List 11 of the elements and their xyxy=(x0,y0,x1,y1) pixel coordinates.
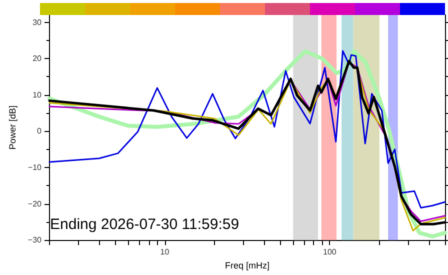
y-tick-label: 30 xyxy=(32,18,42,27)
x-axis-title: Freq [mHz] xyxy=(224,260,270,270)
annotation: Ending 2026-07-30 11:59:59 xyxy=(50,216,240,233)
y-tick-label: −30 xyxy=(28,236,42,245)
y-tick-label: 20 xyxy=(32,54,42,64)
y-tick-label: 0 xyxy=(37,126,42,136)
y-tick-label: −10 xyxy=(28,162,42,172)
y-axis-title: Power [dB] xyxy=(8,106,18,150)
x-tick-label: 100 xyxy=(323,248,337,257)
y-tick-label: 10 xyxy=(32,90,42,100)
y-tick-label: −20 xyxy=(28,199,42,208)
